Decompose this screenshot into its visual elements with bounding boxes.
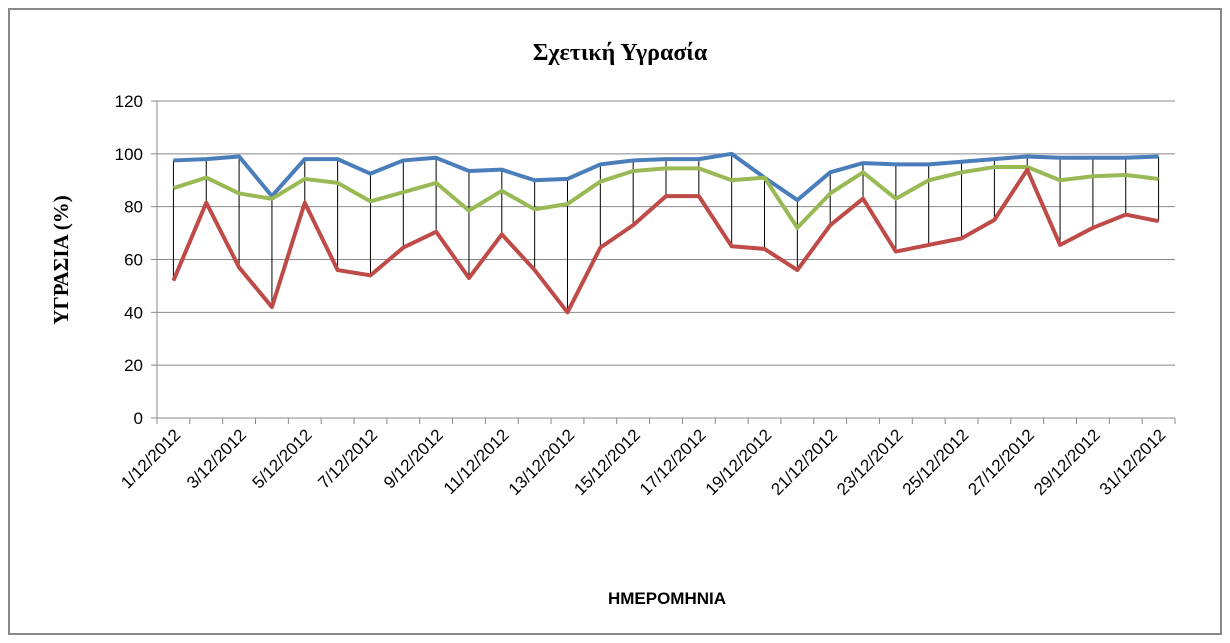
chart-title: Σχετική Υγρασία	[533, 40, 708, 66]
y-tick-label: 60	[124, 251, 143, 270]
y-axis-label: ΥΓΡΑΣΙΑ (%)	[49, 195, 73, 325]
series-line	[173, 151, 1159, 203]
y-tick-label: 80	[124, 198, 143, 217]
chart-border	[8, 8, 1222, 635]
y-tick-label: 20	[124, 356, 143, 375]
series-line	[172, 165, 1159, 230]
y-tick-label: 120	[115, 92, 143, 111]
y-tick-label: 100	[115, 145, 143, 164]
x-axis-label: ΗΜΕΡΟΜΗΝΙΑ	[608, 589, 726, 608]
y-tick-label: 0	[134, 409, 143, 428]
series-line	[171, 167, 1159, 315]
y-tick-label: 40	[124, 303, 143, 322]
